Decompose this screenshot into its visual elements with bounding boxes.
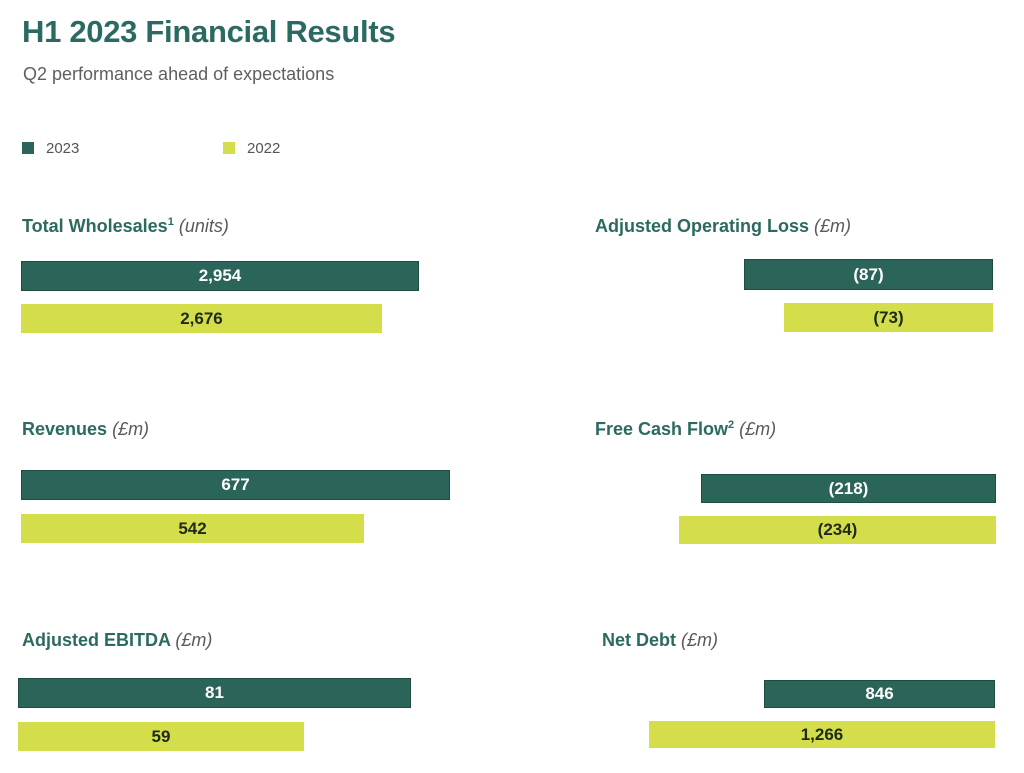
panel-unit: (£m): [814, 216, 852, 236]
panel-unit: (£m): [112, 419, 150, 439]
bar-free-cash-flow-2023: (218): [701, 474, 996, 503]
panel-unit: (£m): [739, 419, 777, 439]
panel-title-net-debt: Net Debt (£m): [602, 630, 718, 651]
bar-total-wholesales-2023: 2,954: [21, 261, 419, 291]
page-title: H1 2023 Financial Results: [22, 14, 396, 49]
bar-adjusted-ebitda-2023: 81: [18, 678, 411, 708]
bar-value-label: 542: [178, 518, 207, 538]
panel-title-text: Net Debt: [602, 630, 677, 650]
footnote-marker: 1: [167, 216, 174, 228]
bar-revenues-2023: 677: [21, 470, 450, 500]
bar-value-label: (87): [853, 264, 884, 284]
bar-value-label: 2,954: [198, 266, 242, 285]
bar-value-label: 1,266: [800, 724, 844, 744]
legend-swatch-2023: [22, 142, 34, 154]
panel-title-text: Adjusted EBITDA: [22, 630, 171, 650]
panel-unit: (£m): [175, 630, 213, 650]
panel-title-text: Revenues: [22, 419, 108, 439]
bar-value-label: 59: [151, 726, 171, 746]
panel-title-revenues: Revenues (£m): [22, 419, 149, 440]
bar-total-wholesales-2022: 2,676: [21, 304, 382, 333]
panel-title-text: Adjusted Operating Loss: [595, 216, 810, 236]
bar-value-label: 81: [205, 683, 224, 702]
bar-free-cash-flow-2022: (234): [679, 516, 996, 544]
legend-label-2022: 2022: [247, 139, 281, 157]
legend-item-2023: 2023: [22, 139, 79, 157]
bar-net-debt-2022: 1,266: [649, 721, 995, 748]
panel-title-total-wholesales: Total Wholesales1 (units): [22, 216, 229, 237]
panel-title-text: Free Cash Flow: [595, 419, 729, 439]
legend-item-2022: 2022: [223, 139, 280, 157]
panel-title-text: Total Wholesales: [22, 216, 168, 236]
panel-unit: (£m): [681, 630, 719, 650]
legend-label-2023: 2023: [46, 139, 80, 157]
bar-value-label: 846: [865, 684, 894, 703]
legend-swatch-2022: [223, 142, 235, 154]
panel-title-adjusted-operating-loss: Adjusted Operating Loss (£m): [595, 216, 851, 237]
panel-title-free-cash-flow: Free Cash Flow2 (£m): [595, 419, 776, 440]
bar-revenues-2022: 542: [21, 514, 364, 543]
footnote-marker: 2: [728, 419, 735, 431]
bar-value-label: (234): [817, 520, 858, 539]
bar-value-label: (73): [873, 307, 904, 327]
bar-value-label: (218): [828, 478, 869, 498]
bar-value-label: 677: [221, 475, 250, 494]
panel-unit: (units): [178, 216, 229, 236]
bar-adjusted-operating-loss-2023: (87): [744, 259, 993, 290]
bar-adjusted-ebitda-2022: 59: [18, 722, 304, 751]
bar-adjusted-operating-loss-2022: (73): [784, 303, 993, 332]
bar-net-debt-2023: 846: [764, 680, 995, 708]
panel-title-adjusted-ebitda: Adjusted EBITDA (£m): [22, 630, 212, 651]
bar-value-label: 2,676: [180, 308, 223, 328]
page-subtitle: Q2 performance ahead of expectations: [23, 64, 335, 84]
